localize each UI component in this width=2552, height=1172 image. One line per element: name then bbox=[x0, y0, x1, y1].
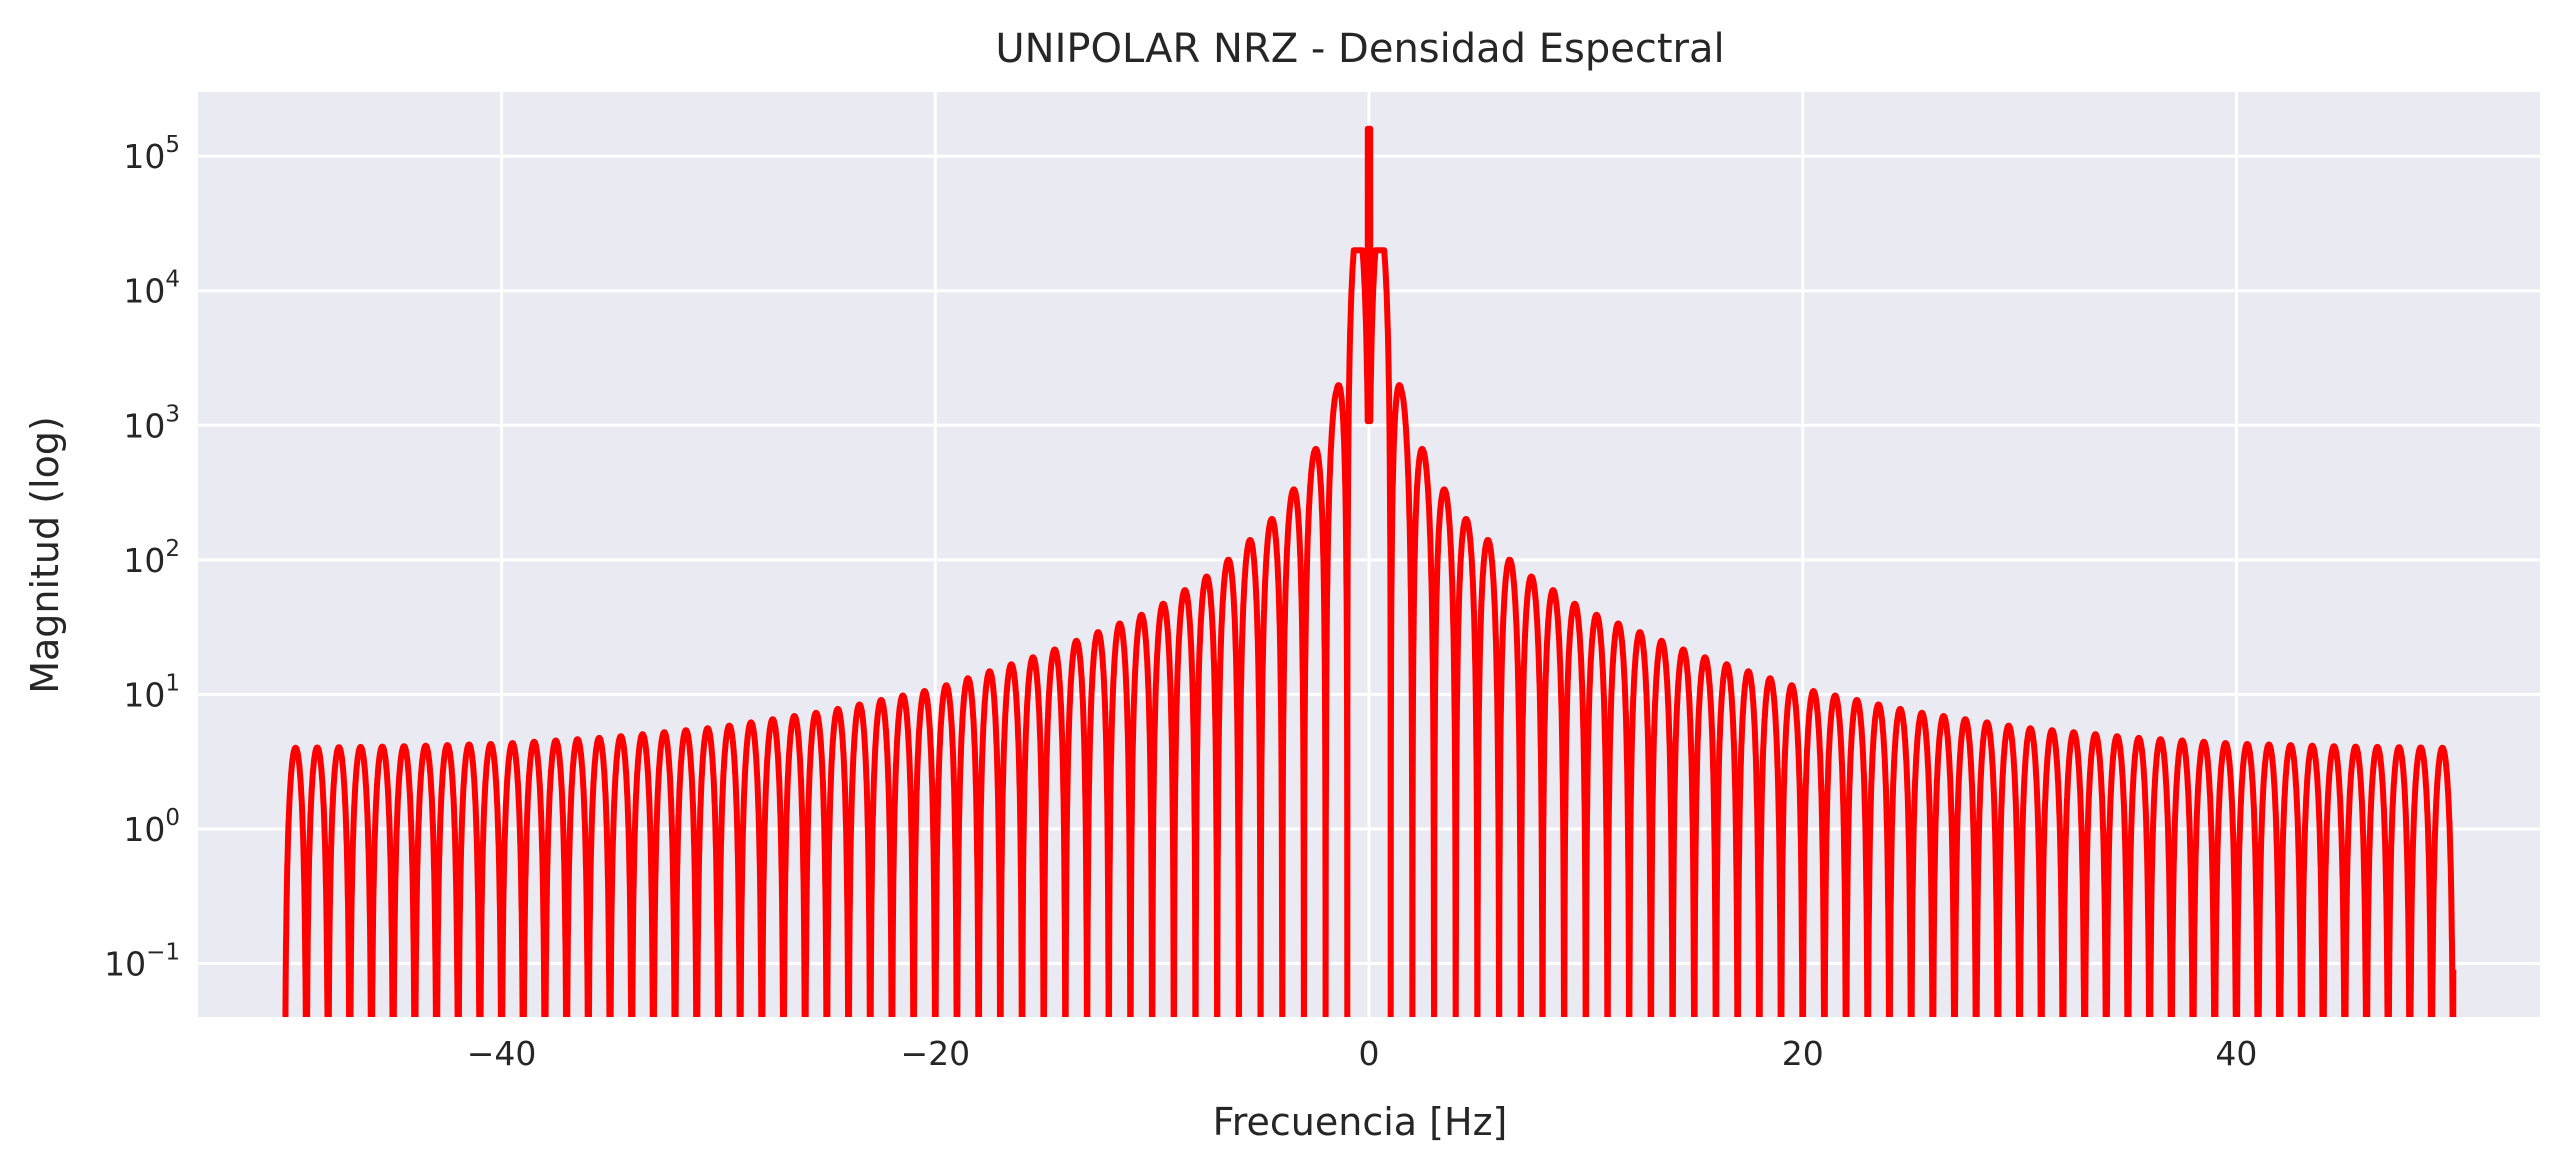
x-axis-label: Frecuencia [Hz] bbox=[1213, 1100, 1508, 1144]
chart-title: UNIPOLAR NRZ - Densidad Espectral bbox=[995, 26, 1724, 72]
y-tick-label: 101 bbox=[123, 670, 180, 714]
x-tick-label: −40 bbox=[467, 1034, 537, 1073]
x-tick-label: −20 bbox=[900, 1034, 970, 1073]
y-tick-label: 103 bbox=[123, 401, 180, 445]
x-tick-label: 20 bbox=[1782, 1034, 1824, 1073]
y-tick-label: 105 bbox=[123, 132, 180, 176]
series-layer bbox=[282, 125, 2457, 1017]
y-tick-label: 102 bbox=[123, 536, 180, 580]
y-tick-label: 104 bbox=[123, 267, 180, 311]
y-tick-labels: 10−1 100 101 102 103 104 105 bbox=[104, 132, 180, 983]
x-tick-label: 40 bbox=[2215, 1034, 2257, 1073]
spectral-density-line bbox=[282, 125, 2457, 1017]
y-tick-label: 10−1 bbox=[104, 939, 180, 983]
y-tick-label: 100 bbox=[123, 805, 180, 849]
x-tick-label: 0 bbox=[1359, 1034, 1380, 1073]
x-tick-labels: −40 −20 0 20 40 bbox=[467, 1034, 2258, 1073]
y-axis-label: Magnitud (log) bbox=[23, 416, 67, 694]
